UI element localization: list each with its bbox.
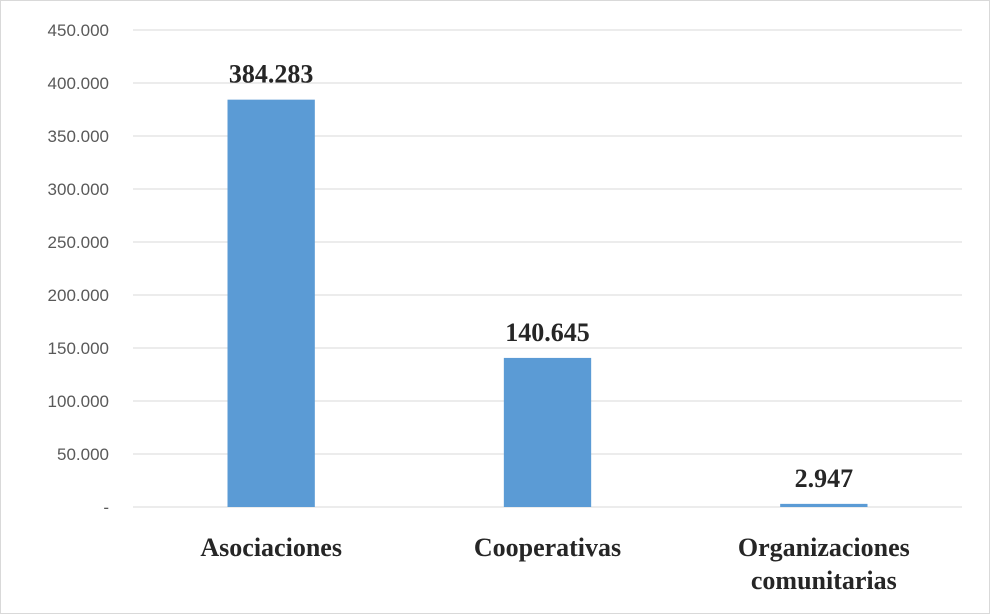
y-tick-label: 300.000 xyxy=(48,180,109,199)
y-tick-label: 150.000 xyxy=(48,339,109,358)
y-tick-label: 100.000 xyxy=(48,392,109,411)
x-tick-label: Organizaciones comunitarias xyxy=(738,533,910,595)
y-tick-label: - xyxy=(103,498,109,517)
data-label: 384.283 xyxy=(229,60,314,89)
bar xyxy=(227,99,315,507)
y-tick-label: 200.000 xyxy=(48,286,109,305)
y-tick-label: 400.000 xyxy=(48,74,109,93)
data-label: 2.947 xyxy=(795,464,854,493)
y-tick-label: 250.000 xyxy=(48,233,109,252)
data-label: 140.645 xyxy=(505,318,590,347)
bar xyxy=(503,357,592,507)
y-tick-label: 350.000 xyxy=(48,127,109,146)
y-tick-label: 450.000 xyxy=(48,21,109,40)
bar xyxy=(780,503,868,507)
y-tick-label: 50.000 xyxy=(57,445,109,464)
x-tick-label: Asociaciones xyxy=(200,533,342,562)
x-tick-label: Cooperativas xyxy=(474,533,621,562)
